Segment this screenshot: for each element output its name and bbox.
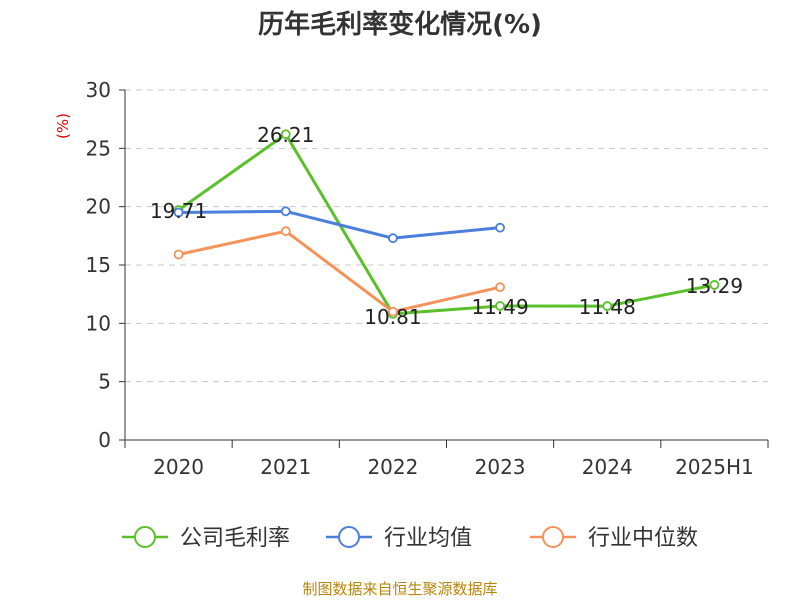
x-tick-labels: 2020 2021 2022 2023 2024 2025H1 <box>153 455 754 479</box>
y-tick-label: 5 <box>98 370 111 394</box>
y-tick-label: 15 <box>86 253 111 277</box>
y-tick-label: 25 <box>86 136 111 160</box>
data-point <box>495 301 505 311</box>
gridlines <box>125 89 768 383</box>
x-tick-label: 2020 <box>153 455 204 479</box>
legend-item: 行业中位数 <box>530 526 698 551</box>
data-point <box>602 301 613 311</box>
legend-marker <box>542 526 564 548</box>
series-lines <box>173 129 720 319</box>
x-tick-label: 2022 <box>367 455 418 479</box>
data-point <box>173 207 184 218</box>
series-line <box>178 209 501 240</box>
data-point <box>388 306 398 317</box>
data-label: 19.71 <box>150 199 207 223</box>
legend-item: 公司毛利率 <box>122 526 290 551</box>
x-tick-label: 2024 <box>582 455 633 479</box>
legend: 公司毛利率 行业均值 行业中位数 <box>122 526 698 551</box>
data-point <box>280 129 291 140</box>
data-point <box>280 206 291 217</box>
x-tick-label: 2025H1 <box>675 455 754 479</box>
y-tick-label: 10 <box>86 311 111 335</box>
data-point <box>388 233 398 244</box>
y-axis-unit-label: (%) <box>54 113 72 139</box>
legend-marker <box>338 526 360 548</box>
y-tick-label: 0 <box>98 428 111 452</box>
source-note: 制图数据来自恒生聚源数据库 <box>302 580 497 598</box>
data-label: 11.49 <box>471 295 528 319</box>
x-tick-label: 2021 <box>260 455 311 479</box>
legend-marker <box>134 526 156 548</box>
data-labels: 19.71 26.21 10.81 11.49 11.48 13.29 <box>150 123 743 329</box>
y-tick-label: 30 <box>86 78 111 102</box>
series-line <box>178 229 501 314</box>
legend-label: 行业中位数 <box>588 526 698 551</box>
data-label: 11.48 <box>579 295 636 319</box>
chart-title: 历年毛利率变化情况(%) <box>258 9 542 40</box>
axes <box>119 89 769 448</box>
legend-label: 公司毛利率 <box>180 526 290 551</box>
legend-item: 行业均值 <box>326 526 472 551</box>
data-point <box>495 222 505 233</box>
y-tick-label: 20 <box>86 195 111 219</box>
legend-label: 行业均值 <box>384 526 472 551</box>
data-label: 10.81 <box>364 305 421 329</box>
x-tick-label: 2023 <box>475 455 526 479</box>
data-point <box>495 282 505 293</box>
series-line <box>177 132 715 316</box>
data-label: 26.21 <box>257 123 314 147</box>
data-point <box>280 226 291 237</box>
data-point <box>173 249 184 260</box>
data-label: 13.29 <box>686 274 743 298</box>
data-point <box>709 280 720 290</box>
y-tick-labels: 0 5 10 15 20 25 30 <box>86 78 111 452</box>
